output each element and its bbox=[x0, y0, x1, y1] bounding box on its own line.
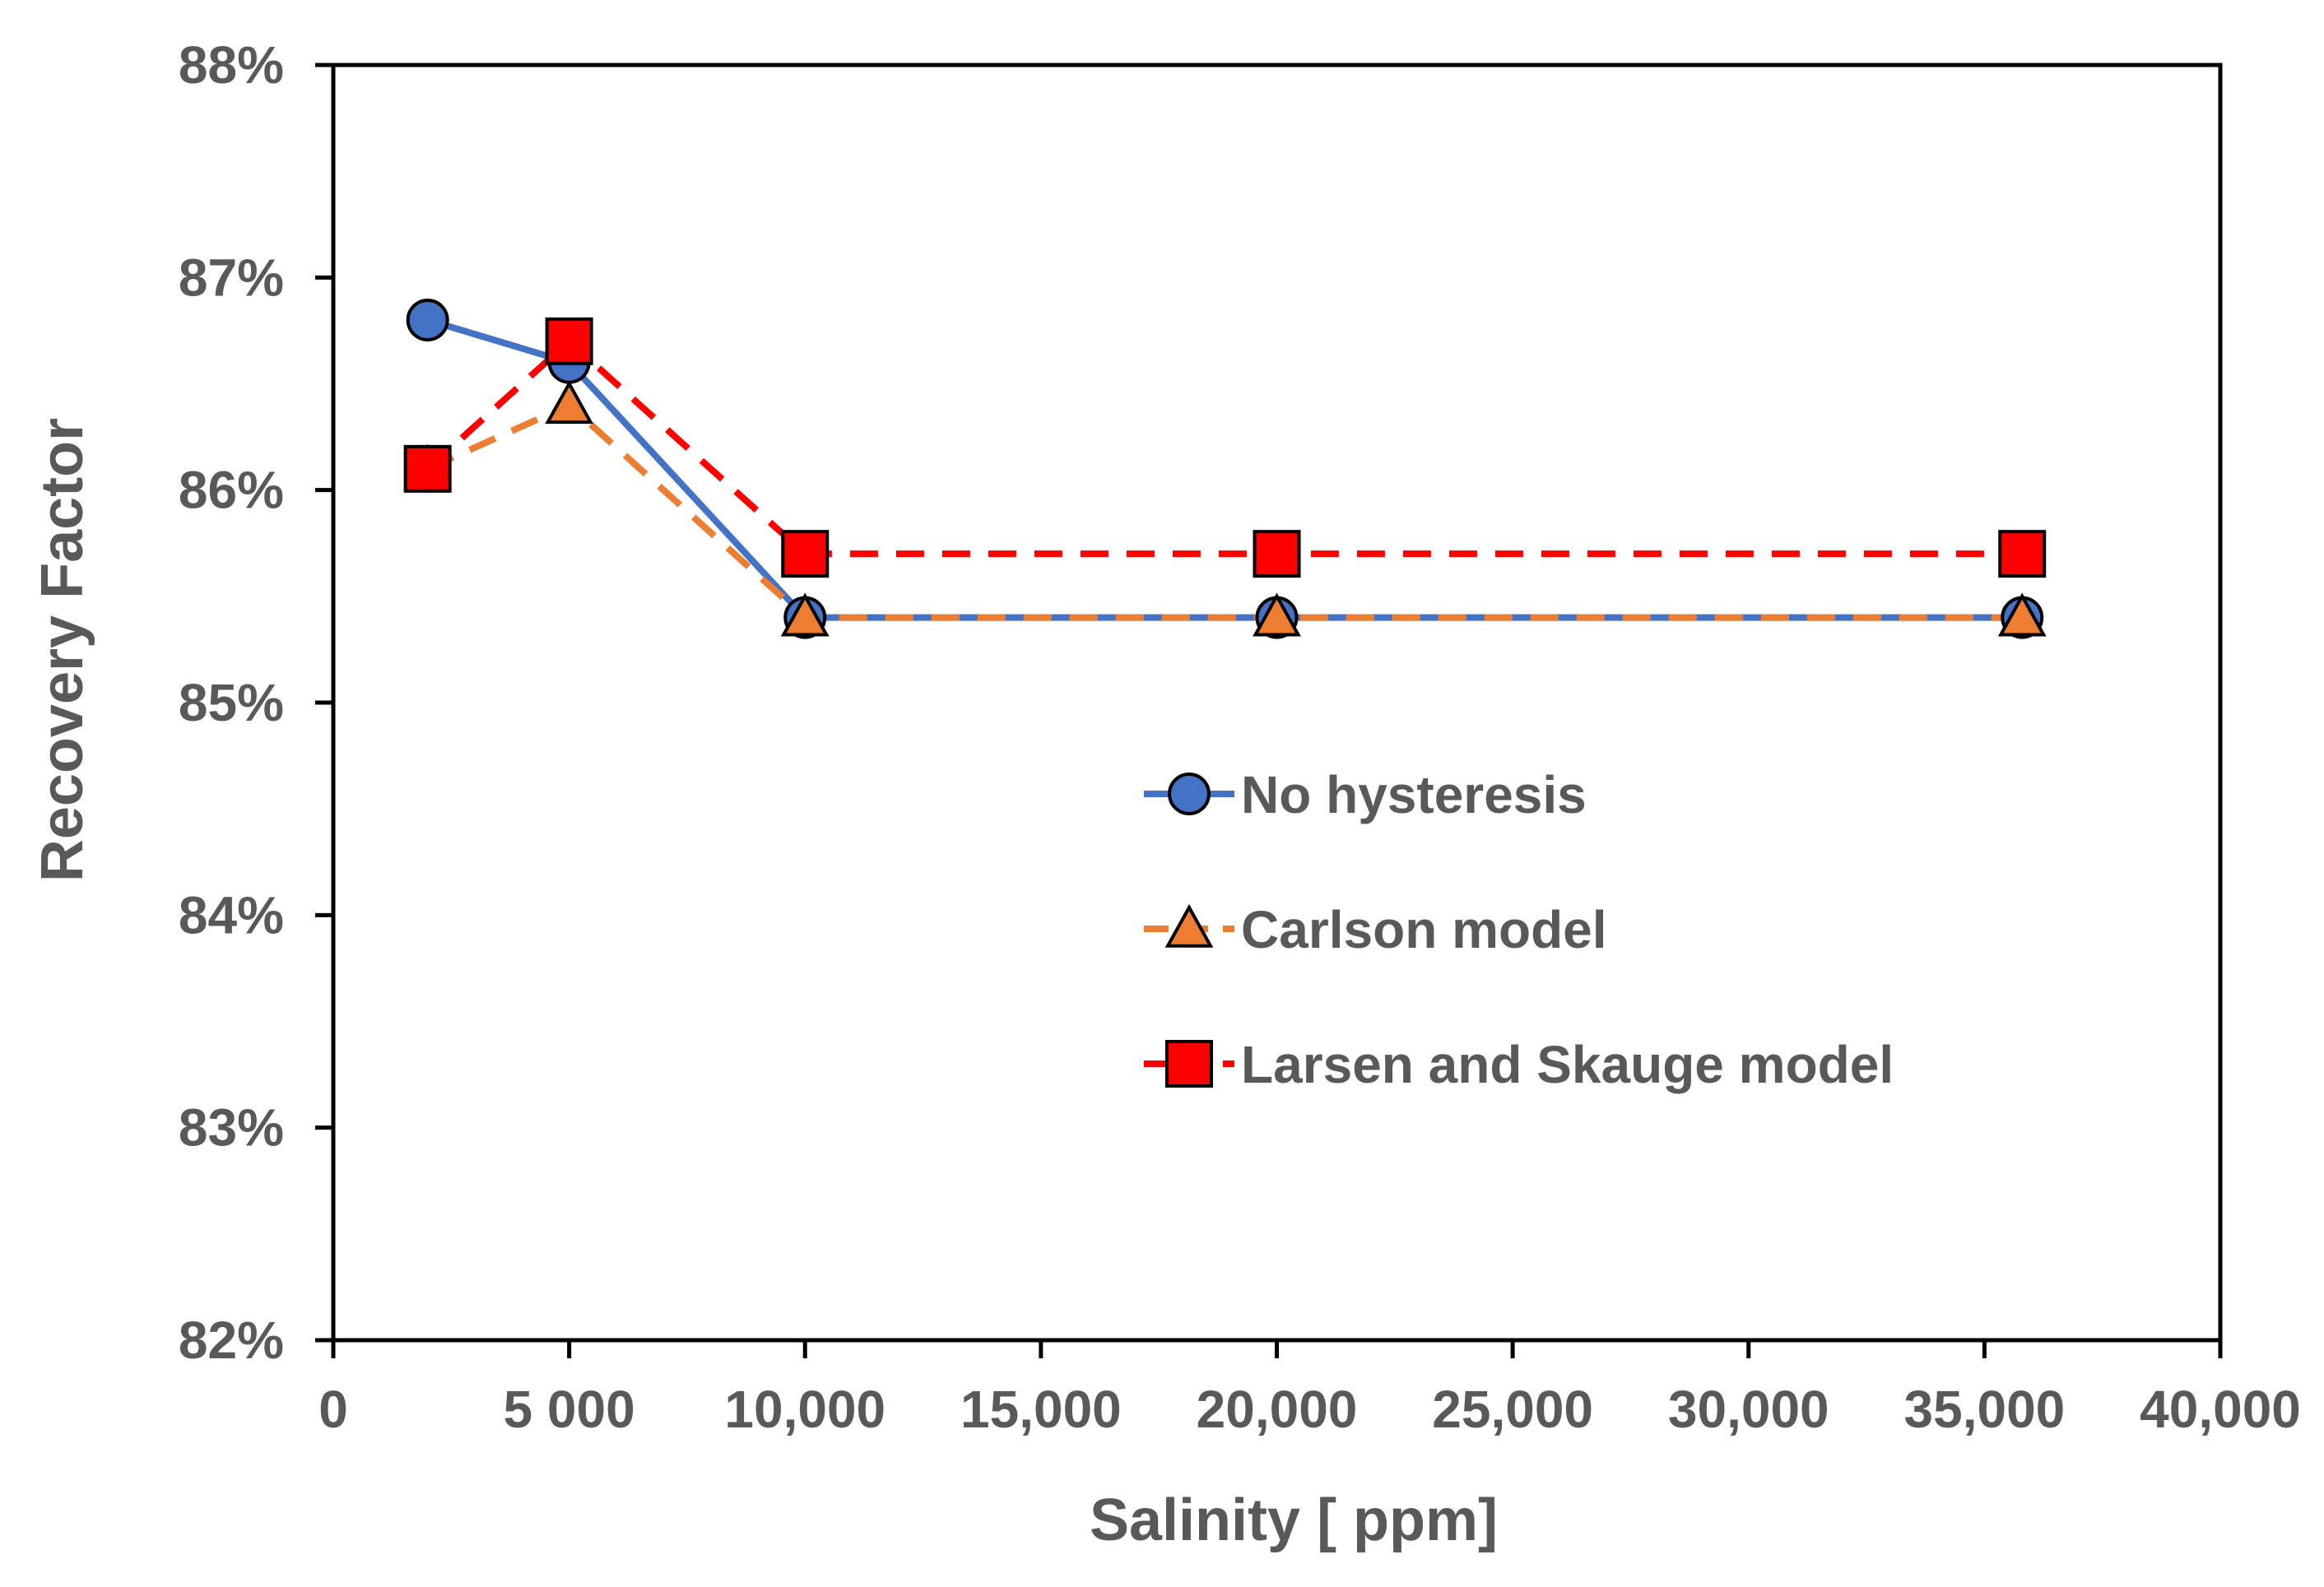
legend: No hysteresis Carlson model Larsen and Ska… bbox=[1144, 765, 1894, 1094]
series-line-no-hysteresis bbox=[426, 317, 2023, 621]
y-tick-label: 85% bbox=[179, 673, 284, 732]
x-tick-label: 5 000 bbox=[504, 1380, 635, 1439]
data-point-larsen-and-skauge-model bbox=[1253, 530, 1301, 578]
y-tick-label: 83% bbox=[179, 1098, 284, 1158]
data-point-carlson-model bbox=[545, 380, 594, 425]
data-point-carlson-model bbox=[1997, 592, 2047, 637]
x-tick-label: 30,000 bbox=[1668, 1380, 1829, 1439]
x-tick-label: 20,000 bbox=[1197, 1380, 1358, 1439]
series-line-carlson-model bbox=[426, 401, 2023, 621]
y-axis-ticks: 82% 83% 84% 85% 86% 87% 88% bbox=[179, 35, 333, 1370]
y-tick-label: 86% bbox=[179, 461, 284, 520]
x-tick-label: 35,000 bbox=[1904, 1380, 2066, 1439]
y-tick-label: 88% bbox=[179, 35, 284, 95]
x-tick-label: 40,000 bbox=[2140, 1380, 2301, 1439]
y-tick-label: 87% bbox=[179, 248, 284, 307]
plot-area-frame bbox=[331, 63, 2223, 1343]
data-point-larsen-and-skauge-model bbox=[781, 530, 830, 578]
data-point-larsen-and-skauge-model bbox=[545, 317, 593, 365]
legend-label-no-hysteresis: No hysteresis bbox=[1241, 765, 1587, 824]
x-axis-ticks: 0 5 000 10,000 15,000 20,000 25,000 30,000 35,0… bbox=[318, 1340, 2301, 1439]
legend-marker-larsen-and-skauge-model bbox=[1165, 1040, 1213, 1088]
data-point-larsen-and-skauge-model bbox=[403, 444, 452, 493]
x-tick-label: 25,000 bbox=[1432, 1380, 1593, 1439]
x-tick-label: 10,000 bbox=[724, 1380, 885, 1439]
x-axis-title: Salinity [ ppm] bbox=[1090, 1487, 1498, 1553]
y-tick-label: 84% bbox=[179, 885, 284, 944]
x-tick-label: 0 bbox=[318, 1380, 348, 1439]
legend-label-carlson-model: Carlson model bbox=[1241, 900, 1607, 959]
data-point-no-hysteresis bbox=[406, 299, 449, 341]
series-layer bbox=[403, 299, 2047, 639]
legend-label-larsen-and-skauge-model: Larsen and Skauge model bbox=[1241, 1035, 1894, 1094]
legend-marker-no-hysteresis bbox=[1168, 773, 1211, 815]
y-axis-title: Recovery Factor bbox=[30, 418, 95, 882]
data-point-carlson-model bbox=[780, 592, 830, 637]
data-point-larsen-and-skauge-model bbox=[1998, 530, 2047, 578]
legend-marker-carlson-model bbox=[1164, 903, 1214, 948]
data-point-carlson-model bbox=[1253, 592, 1301, 637]
y-tick-label: 82% bbox=[179, 1311, 284, 1370]
x-tick-label: 15,000 bbox=[960, 1380, 1122, 1439]
series-line-larsen-and-skauge-model bbox=[425, 337, 2023, 558]
